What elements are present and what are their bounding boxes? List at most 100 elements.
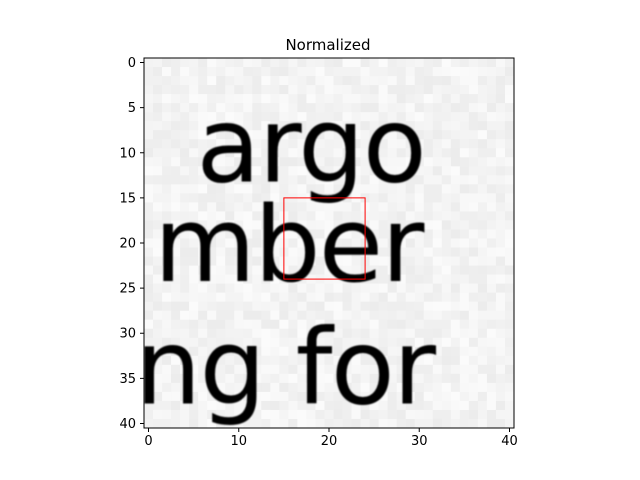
image-pixel	[261, 166, 271, 176]
image-pixel	[270, 67, 280, 77]
image-pixel	[243, 355, 253, 366]
image-pixel	[333, 211, 343, 221]
image-pixel	[153, 247, 163, 257]
image-pixel	[324, 220, 334, 230]
image-pixel	[369, 400, 379, 411]
image-pixel	[297, 391, 307, 402]
image-pixel	[261, 364, 271, 375]
image-pixel	[216, 103, 226, 113]
image-pixel	[297, 238, 307, 248]
image-pixel	[324, 256, 334, 266]
image-pixel	[270, 211, 280, 221]
image-pixel	[387, 94, 397, 104]
image-pixel	[432, 292, 443, 302]
image-pixel	[279, 418, 289, 428]
image-pixel	[162, 175, 172, 185]
image-pixel	[486, 211, 497, 221]
image-pixel	[360, 373, 370, 384]
image-pixel	[288, 328, 298, 339]
image-pixel	[306, 211, 316, 221]
image-pixel	[324, 319, 334, 330]
image-pixel	[405, 247, 416, 257]
image-pixel	[261, 256, 271, 266]
image-pixel	[189, 247, 199, 257]
image-pixel	[396, 319, 407, 330]
image-pixel	[207, 301, 217, 311]
image-pixel	[306, 76, 316, 86]
image-pixel	[324, 301, 334, 311]
image-pixel	[459, 103, 470, 113]
image-pixel	[459, 301, 470, 311]
image-pixel	[486, 364, 497, 375]
image-pixel	[432, 319, 443, 330]
image-pixel	[459, 355, 470, 366]
image-pixel	[252, 103, 262, 113]
image-pixel	[441, 148, 452, 158]
image-pixel	[504, 337, 514, 348]
image-pixel	[486, 247, 497, 257]
image-pixel	[405, 166, 416, 176]
image-pixel	[423, 274, 434, 284]
image-pixel	[288, 355, 298, 366]
image-pixel	[369, 58, 379, 68]
image-pixel	[396, 409, 407, 420]
image-pixel	[369, 301, 379, 311]
image-pixel	[189, 193, 199, 203]
image-pixel	[423, 148, 434, 158]
image-pixel	[162, 283, 172, 293]
image-pixel	[450, 202, 461, 212]
image-pixel	[306, 400, 316, 411]
image-pixel	[297, 409, 307, 420]
image-pixel	[144, 157, 154, 167]
y-tick-label: 25	[119, 282, 136, 297]
image-pixel	[162, 391, 172, 402]
image-pixel	[387, 301, 397, 311]
image-pixel	[441, 391, 452, 402]
image-pixel	[207, 382, 217, 393]
image-pixel	[333, 364, 343, 375]
image-pixel	[504, 121, 514, 131]
image-pixel	[504, 193, 514, 203]
image-pixel	[153, 355, 163, 366]
image-pixel	[423, 112, 434, 122]
y-tick-label: 30	[119, 327, 136, 342]
image-pixel	[423, 139, 434, 149]
image-pixel	[423, 166, 434, 176]
image-pixel	[144, 337, 154, 348]
image-pixel	[216, 175, 226, 185]
image-pixel	[432, 364, 443, 375]
image-pixel	[288, 157, 298, 167]
image-pixel	[360, 130, 370, 140]
image-pixel	[441, 301, 452, 311]
image-pixel	[396, 292, 407, 302]
image-pixel	[279, 67, 289, 77]
image-pixel	[225, 157, 235, 167]
image-pixel	[225, 112, 235, 122]
image-pixel	[396, 112, 407, 122]
image-pixel	[315, 58, 325, 68]
image-pixel	[450, 112, 461, 122]
image-pixel	[207, 238, 217, 248]
image-pixel	[252, 130, 262, 140]
image-pixel	[225, 400, 235, 411]
image-pixel	[459, 328, 470, 339]
image-pixel	[369, 76, 379, 86]
image-pixel	[378, 373, 388, 384]
image-pixel	[261, 238, 271, 248]
image-pixel	[180, 148, 190, 158]
image-pixel	[423, 409, 434, 420]
image-pixel	[144, 193, 154, 203]
image-pixel	[297, 184, 307, 194]
image-pixel	[378, 274, 388, 284]
image-pixel	[459, 247, 470, 257]
image-pixel	[324, 166, 334, 176]
image-pixel	[324, 94, 334, 104]
image-pixel	[171, 238, 181, 248]
image-pixel	[306, 148, 316, 158]
image-pixel	[423, 319, 434, 330]
image-pixel	[414, 175, 425, 185]
image-pixel	[441, 103, 452, 113]
image-pixel	[306, 310, 316, 321]
image-pixel	[450, 337, 461, 348]
image-pixel	[324, 247, 334, 257]
